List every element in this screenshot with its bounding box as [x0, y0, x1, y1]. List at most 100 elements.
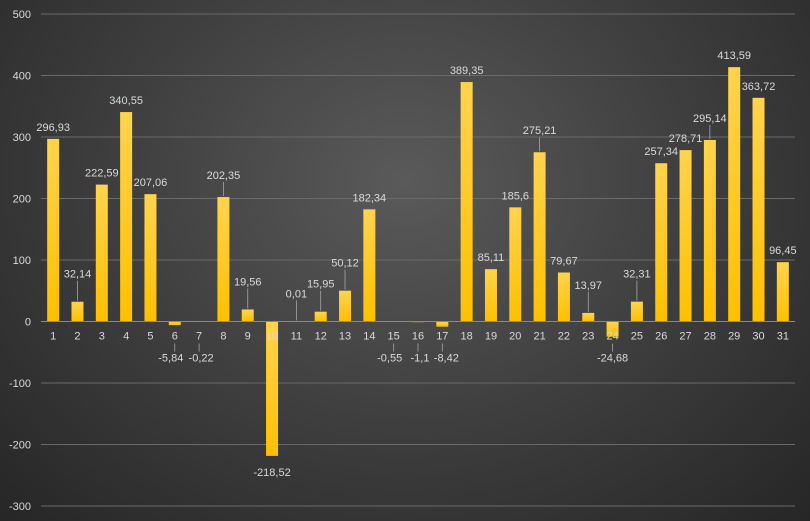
- data-label: 182,34: [353, 192, 387, 204]
- bar-31: [776, 262, 789, 322]
- x-tick-label: 11: [291, 331, 302, 343]
- data-label: 50,12: [331, 258, 359, 270]
- data-label: 363,72: [742, 81, 776, 93]
- y-tick-label: 200: [13, 194, 31, 206]
- x-tick-label: 12: [315, 331, 327, 343]
- data-label: -8,42: [434, 353, 459, 365]
- x-tick-label: 16: [412, 331, 424, 343]
- bar-29: [728, 67, 741, 322]
- data-label: -1,1: [411, 353, 430, 365]
- data-labels: 296,93 32,14 222,59 340,55 207,06 -5,84 -0,22 2…: [36, 50, 796, 479]
- x-tick-label: 19: [485, 331, 497, 343]
- bars: [47, 67, 789, 456]
- x-tick-label: 6: [172, 331, 178, 343]
- bar-25: [630, 301, 643, 322]
- x-tick-label: 5: [147, 331, 153, 343]
- data-label: 79,67: [550, 256, 578, 268]
- bar-21: [533, 152, 546, 322]
- data-label: 207,06: [134, 177, 168, 189]
- data-label: 222,59: [85, 168, 119, 180]
- bar-4: [120, 112, 133, 322]
- bar-27: [679, 150, 692, 322]
- bar-13: [339, 290, 352, 322]
- data-label: 202,35: [207, 170, 241, 182]
- bar-3: [95, 184, 108, 322]
- x-tick-label: 31: [777, 331, 789, 343]
- data-label: -24,68: [597, 353, 628, 365]
- bar-20: [509, 207, 522, 322]
- x-tick-label: 28: [704, 331, 716, 343]
- bar-2: [71, 301, 84, 322]
- bar-6: [168, 321, 181, 326]
- bar-17: [436, 321, 449, 327]
- x-tick-label: 30: [752, 331, 764, 343]
- data-label: 275,21: [523, 125, 557, 137]
- bar-28: [703, 139, 716, 322]
- data-label: 0,01: [286, 288, 307, 300]
- x-tick-label: 4: [123, 331, 129, 343]
- x-tick-label: 17: [436, 331, 448, 343]
- y-tick-label: 0: [25, 317, 31, 329]
- x-tick-label: 1: [50, 331, 56, 343]
- bar-12: [314, 311, 327, 322]
- y-tick-label: 100: [13, 255, 31, 267]
- x-tick-label: 8: [220, 331, 226, 343]
- x-tick-label: 29: [728, 331, 740, 343]
- bar-1: [47, 138, 60, 322]
- x-tick-label: 24: [606, 331, 618, 343]
- data-label: -0,55: [377, 353, 402, 365]
- y-tick-label: 400: [13, 71, 31, 83]
- x-axis-ticks: 1 2 3 4 5 6 7 8 9 10 11 12 13 14 15 16 17 18 19 20 21 22 23 24 2…: [50, 331, 789, 343]
- x-tick-label: 18: [461, 331, 473, 343]
- bar-26: [655, 163, 668, 322]
- x-tick-label: 10: [266, 331, 278, 343]
- bar-14: [363, 209, 376, 322]
- data-label: 389,35: [450, 65, 484, 77]
- leader-lines: [77, 124, 711, 352]
- y-tick-label: -200: [9, 440, 31, 452]
- bar-30: [752, 97, 765, 322]
- data-label: 32,31: [623, 269, 651, 281]
- x-tick-label: 13: [339, 331, 351, 343]
- data-label: 185,6: [502, 190, 530, 202]
- gridlines: [41, 13, 795, 507]
- x-tick-label: 26: [655, 331, 667, 343]
- data-label: -218,52: [253, 467, 290, 479]
- data-label: 13,97: [574, 280, 602, 292]
- bar-19: [484, 269, 497, 322]
- y-tick-label: -300: [9, 501, 31, 513]
- x-tick-label: 21: [533, 331, 545, 343]
- x-tick-label: 2: [74, 331, 80, 343]
- x-tick-label: 15: [388, 331, 400, 343]
- bar-18: [460, 82, 473, 322]
- data-label: 19,56: [234, 276, 262, 288]
- y-tick-label: 300: [13, 132, 31, 144]
- bar-23: [582, 312, 595, 322]
- data-label: 96,45: [769, 245, 797, 257]
- x-tick-label: 9: [245, 331, 251, 343]
- x-tick-label: 14: [363, 331, 375, 343]
- data-label: 278,71: [669, 133, 703, 145]
- bar-10: [266, 321, 279, 456]
- data-label: 85,11: [478, 252, 505, 264]
- y-tick-label: 500: [13, 9, 31, 21]
- bar-24: [606, 321, 619, 337]
- data-label: 257,34: [644, 146, 678, 158]
- x-tick-label: 25: [631, 331, 643, 343]
- x-tick-label: 22: [558, 331, 570, 343]
- x-tick-label: 23: [582, 331, 594, 343]
- bar-9: [241, 309, 254, 322]
- data-label: 15,95: [307, 279, 335, 291]
- data-label: -5,84: [158, 353, 183, 365]
- data-label: 296,93: [36, 122, 70, 134]
- data-label: 340,55: [109, 95, 143, 107]
- data-label: 295,14: [693, 113, 727, 125]
- bar-8: [217, 197, 230, 322]
- x-tick-label: 7: [196, 331, 202, 343]
- y-axis-ticks: 500 400 300 200 100 0 -100 -200 -300: [9, 9, 31, 513]
- x-tick-label: 3: [99, 331, 105, 343]
- data-label: -0,22: [189, 353, 214, 365]
- data-label: 413,59: [717, 50, 751, 62]
- x-tick-label: 27: [679, 331, 691, 343]
